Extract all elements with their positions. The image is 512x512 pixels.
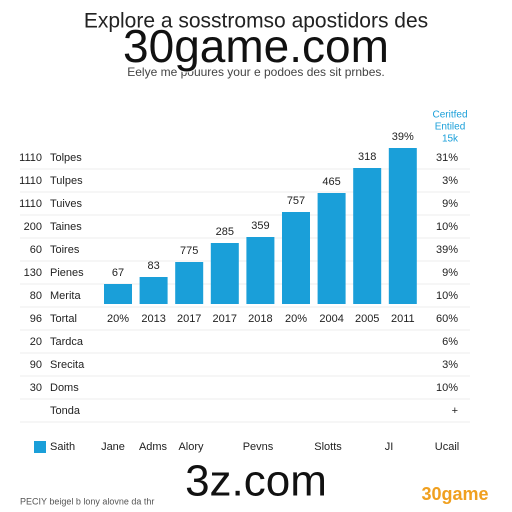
row-percent: 9% [442, 267, 458, 279]
chart-title: Explore a sosstromso apostidors des [84, 10, 428, 33]
row-percent: 3% [442, 359, 458, 371]
corner-note: Ceritfed [432, 110, 467, 121]
bar [104, 284, 132, 304]
x-tick-label: 20% [285, 313, 307, 325]
bar [282, 212, 310, 304]
row-percent: 9% [442, 198, 458, 210]
row-number: 96 [30, 313, 42, 325]
corner-note: 15k [442, 134, 459, 145]
row-percent: 6% [442, 336, 458, 348]
row-percent: 10% [436, 290, 458, 302]
row-label: Srecita [50, 359, 85, 371]
bar [175, 262, 204, 304]
bar-label: 359 [251, 220, 269, 232]
bar-label: 285 [216, 226, 234, 238]
row-number: 90 [30, 359, 42, 371]
bottom-label: Slotts [314, 441, 342, 453]
bar-label: 318 [358, 151, 376, 163]
row-percent: 31% [436, 152, 458, 164]
row-number: 200 [24, 221, 42, 233]
row-percent: 39% [436, 244, 458, 256]
watermark: 30game.com [123, 20, 389, 72]
row-percent: + [452, 405, 458, 417]
bar-label: 83 [147, 260, 159, 272]
row-percent: 60% [436, 313, 458, 325]
bottom-label: Adms [139, 441, 168, 453]
x-tick-label: 2011 [391, 313, 415, 325]
bar [246, 237, 275, 304]
row-percent: 10% [436, 221, 458, 233]
bottom-label: Pevns [243, 441, 274, 453]
bar-label: 757 [287, 195, 305, 207]
row-label: Merita [50, 290, 81, 302]
row-number: 80 [30, 290, 42, 302]
footer: PECIY beigel b lony alovne da thr [20, 496, 154, 506]
bar [353, 168, 382, 304]
row-label: Toires [50, 244, 80, 256]
row-label: Pienes [50, 267, 84, 279]
legend-swatch [34, 441, 46, 453]
corner-note: Entiled [435, 122, 466, 133]
legend-label: Saith [50, 441, 75, 453]
bar [210, 243, 239, 304]
x-tick-label: 2005 [355, 313, 379, 325]
bar-label: 775 [180, 245, 198, 257]
x-tick-label: 2017 [213, 313, 237, 325]
row-label: Tuives [50, 198, 82, 210]
x-tick-label: 2013 [141, 313, 165, 325]
x-tick-label: 20% [107, 313, 129, 325]
row-label: Tortal [50, 313, 77, 325]
bar-label: 465 [322, 176, 340, 188]
row-label: Tonda [50, 405, 81, 417]
row-number: 1110 [19, 175, 42, 187]
row-number: 1110 [19, 152, 42, 164]
x-tick-label: 2004 [319, 313, 343, 325]
row-number: 1110 [19, 198, 42, 210]
x-tick-label: 2017 [177, 313, 201, 325]
row-label: Taines [50, 221, 82, 233]
bottom-label: Ucail [435, 441, 459, 453]
bar [139, 277, 168, 304]
row-label: Doms [50, 382, 79, 394]
row-percent: 10% [436, 382, 458, 394]
watermark: 3z.com [185, 457, 327, 506]
row-number: 20 [30, 336, 42, 348]
bar [317, 193, 346, 304]
row-number: 60 [30, 244, 42, 256]
bar-label: 67 [112, 267, 124, 279]
watermark: 30game [421, 484, 488, 504]
bar [388, 148, 417, 304]
row-label: Tardca [50, 336, 84, 348]
subtitle: Eelye me pouures your e podoes des sit p… [127, 65, 384, 79]
row-label: Tolpes [50, 152, 82, 164]
bottom-label: Jane [101, 441, 125, 453]
bar-label: 39% [392, 131, 414, 143]
bottom-label: Alory [178, 441, 204, 453]
row-percent: 3% [442, 175, 458, 187]
row-number: 130 [24, 267, 42, 279]
x-tick-label: 2018 [248, 313, 272, 325]
row-number: 30 [30, 382, 42, 394]
bottom-label: JI [385, 441, 394, 453]
row-label: Tulpes [50, 175, 83, 187]
